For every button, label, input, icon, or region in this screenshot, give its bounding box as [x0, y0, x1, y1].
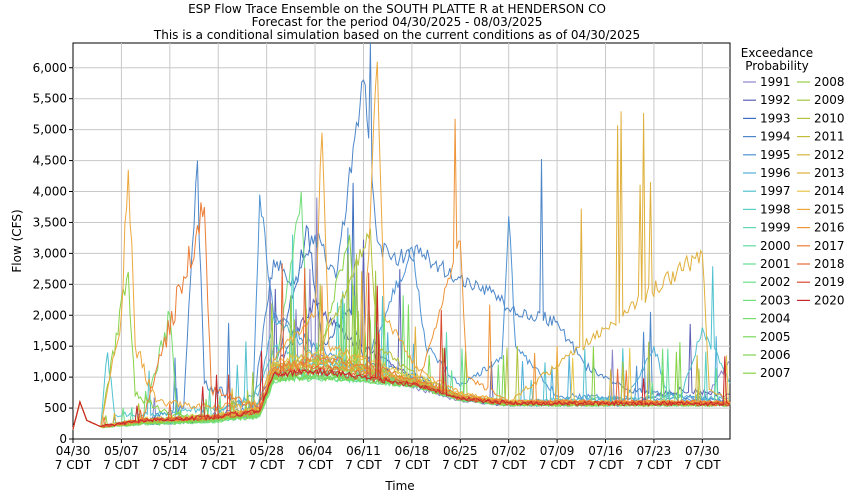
x-tick-label-time: 7 CDT: [103, 458, 140, 472]
legend-label: 2000: [760, 239, 791, 253]
y-axis-label: Flow (CFS): [10, 209, 24, 272]
legend-label: 2016: [814, 221, 845, 235]
x-tick-label-time: 7 CDT: [490, 458, 527, 472]
legend-label: 1994: [760, 130, 791, 144]
x-tick-label-date: 07/23: [637, 444, 672, 458]
y-tick-label: 4,500: [33, 154, 67, 168]
x-tick-label-date: 06/25: [443, 444, 478, 458]
series-line-2017: [72, 202, 731, 430]
y-tick-label: 4,000: [33, 185, 67, 199]
title-line-3: This is a conditional simulation based o…: [153, 28, 640, 42]
legend-title-1: Exceedance: [741, 46, 813, 60]
y-tick-label: 500: [44, 401, 67, 415]
legend-label: 1995: [760, 148, 791, 162]
legend-label: 2015: [814, 202, 845, 216]
x-tick-label-time: 7 CDT: [200, 458, 237, 472]
title-line-1: ESP Flow Trace Ensemble on the SOUTH PLA…: [188, 2, 606, 16]
x-tick-label-time: 7 CDT: [55, 458, 92, 472]
x-tick-label-date: 05/07: [104, 444, 139, 458]
y-tick-label: 1,500: [33, 339, 67, 353]
axes: 0 500 1,000 1,500 2,000 2,500 3,000 3,500 4,000 4…: [33, 61, 722, 472]
x-tick-label-date: 07/02: [491, 444, 526, 458]
x-tick-label-date: 07/09: [540, 444, 575, 458]
x-tick-label-date: 06/11: [346, 444, 381, 458]
legend-label: 2007: [760, 366, 791, 380]
legend-label: 1996: [760, 166, 791, 180]
x-tick-label-date: 05/14: [153, 444, 188, 458]
x-tick-label-date: 06/04: [298, 444, 333, 458]
chart-title: ESP Flow Trace Ensemble on the SOUTH PLA…: [153, 2, 640, 42]
legend-label: 2018: [814, 257, 845, 271]
legend-label: 2012: [814, 148, 845, 162]
y-tick-label: 5,000: [33, 123, 67, 137]
legend-label: 2004: [760, 312, 791, 326]
x-tick-label-time: 7 CDT: [636, 458, 673, 472]
x-tick-label-time: 7 CDT: [587, 458, 624, 472]
y-tick-label: 6,000: [33, 61, 67, 75]
y-tick-label: 1,000: [33, 370, 67, 384]
x-tick-label-time: 7 CDT: [539, 458, 576, 472]
series-layer: [72, 42, 731, 430]
legend-label: 1998: [760, 202, 791, 216]
x-tick-label-date: 06/18: [395, 444, 430, 458]
x-axis-label: Time: [384, 479, 414, 493]
title-line-2: Forecast for the period 04/30/2025 - 08/…: [252, 15, 543, 29]
legend-label: 2001: [760, 257, 791, 271]
series-line-2020: [72, 285, 731, 430]
legend-label: 1999: [760, 221, 791, 235]
legend-label: 2019: [814, 275, 845, 289]
legend-label: 1992: [760, 93, 791, 107]
y-tick-label: 2,500: [33, 277, 67, 291]
y-tick-label: 3,000: [33, 246, 67, 260]
legend-title-2: Probability: [745, 59, 808, 73]
legend-label: 2011: [814, 130, 845, 144]
x-tick-label-date: 04/30: [56, 444, 91, 458]
x-tick-label-time: 7 CDT: [345, 458, 382, 472]
legend-label: 2017: [814, 239, 845, 253]
x-tick-label-date: 07/30: [685, 444, 720, 458]
x-tick-label-time: 7 CDT: [248, 458, 285, 472]
y-tick-label: 2,000: [33, 308, 67, 322]
legend-label: 1997: [760, 184, 791, 198]
x-tick-label-time: 7 CDT: [442, 458, 479, 472]
x-tick-label-time: 7 CDT: [297, 458, 334, 472]
x-tick-label-date: 07/16: [588, 444, 623, 458]
x-tick-label-time: 7 CDT: [394, 458, 431, 472]
legend-label: 2014: [814, 184, 845, 198]
y-tick-label: 5,500: [33, 92, 67, 106]
x-tick-label-time: 7 CDT: [152, 458, 189, 472]
y-tick-label: 3,500: [33, 215, 67, 229]
legend-label: 2006: [760, 348, 791, 362]
legend-label: 1991: [760, 75, 791, 89]
series-line-1994: [72, 42, 731, 430]
x-tick-label-date: 05/28: [249, 444, 284, 458]
legend-label: 2020: [814, 293, 845, 307]
legend-label: 2002: [760, 275, 791, 289]
x-tick-label-time: 7 CDT: [684, 458, 721, 472]
legend-label: 2008: [814, 75, 845, 89]
legend-label: 1993: [760, 111, 791, 125]
legend-label: 2009: [814, 93, 845, 107]
legend: Exceedance Probability 1991 1992 1993 1994 1…: [741, 46, 845, 380]
legend-label: 2010: [814, 111, 845, 125]
legend-label: 2005: [760, 330, 791, 344]
y-tick-label: 0: [59, 432, 67, 446]
legend-label: 2013: [814, 166, 845, 180]
legend-label: 2003: [760, 293, 791, 307]
x-tick-label-date: 05/21: [201, 444, 236, 458]
